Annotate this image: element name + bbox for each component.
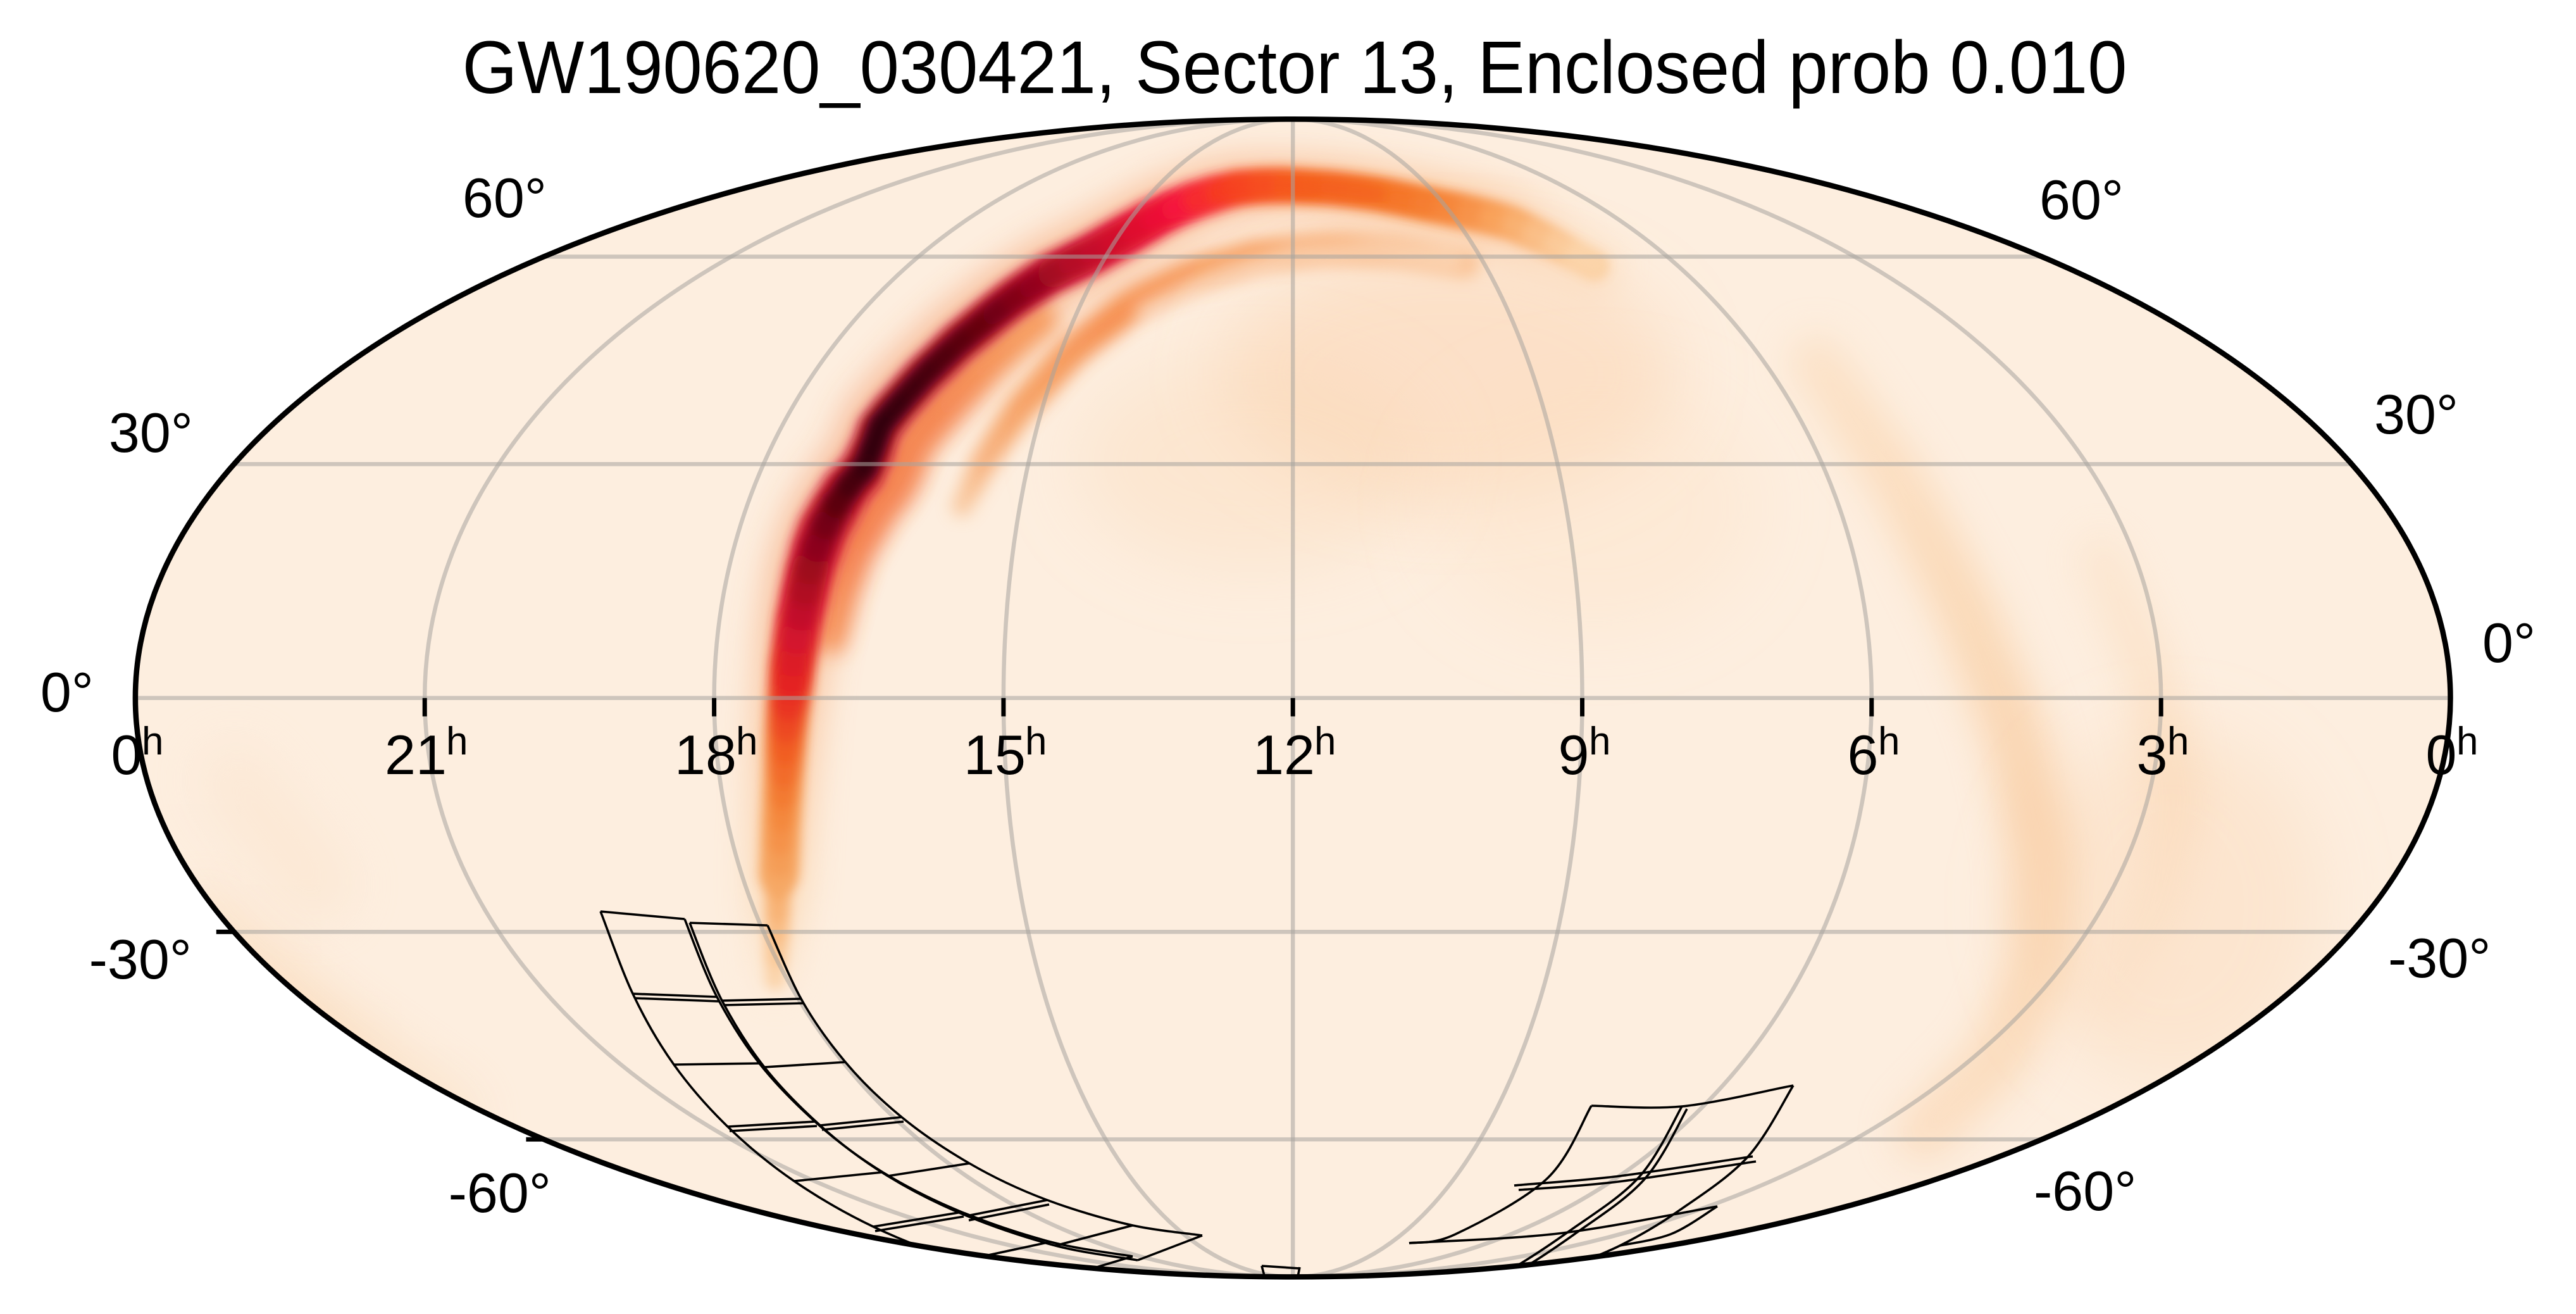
svg-text:-30°: -30° (2388, 927, 2491, 989)
svg-text:-30°: -30° (89, 928, 192, 991)
svg-text:30°: 30° (2374, 383, 2458, 446)
svg-text:9: 9 (1559, 723, 1590, 786)
svg-text:h: h (1025, 720, 1047, 763)
svg-text:30°: 30° (109, 401, 193, 464)
svg-text:-60°: -60° (449, 1161, 551, 1224)
svg-text:h: h (736, 720, 757, 763)
svg-text:h: h (2167, 720, 2189, 763)
svg-text:6: 6 (1848, 723, 1879, 786)
svg-text:0°: 0° (2482, 611, 2536, 674)
svg-text:-60°: -60° (2034, 1160, 2136, 1222)
svg-text:18: 18 (675, 723, 737, 786)
svg-text:0: 0 (2426, 723, 2457, 786)
svg-text:15: 15 (964, 723, 1026, 786)
svg-text:h: h (1589, 720, 1610, 763)
svg-text:h: h (1314, 720, 1336, 763)
svg-text:h: h (446, 720, 468, 763)
svg-text:h: h (2456, 720, 2478, 763)
svg-text:21: 21 (385, 723, 447, 786)
svg-text:h: h (1878, 720, 1900, 763)
svg-text:12: 12 (1253, 723, 1315, 786)
svg-text:0°: 0° (40, 661, 94, 723)
svg-text:GW190620_030421, Sector 13, En: GW190620_030421, Sector 13, Enclosed pro… (463, 26, 2127, 110)
svg-text:h: h (142, 720, 163, 763)
svg-text:60°: 60° (463, 166, 547, 229)
svg-text:60°: 60° (2039, 168, 2124, 231)
svg-text:3: 3 (2137, 723, 2168, 786)
svg-text:0: 0 (111, 723, 142, 786)
